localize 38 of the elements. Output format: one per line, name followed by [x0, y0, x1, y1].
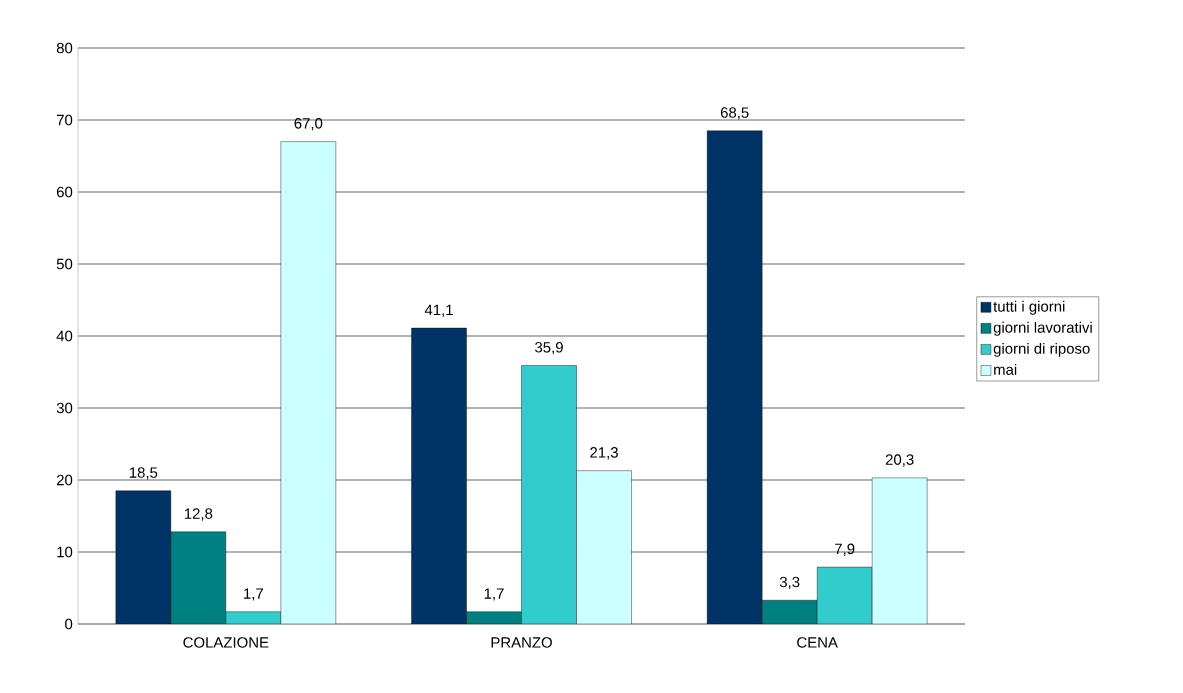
bar: [170, 531, 227, 624]
bar: [521, 365, 577, 624]
data-label: 20,3: [885, 454, 914, 467]
data-label: 3,3: [779, 576, 800, 590]
legend-label: giorni lavorativi: [993, 321, 1092, 336]
legend-label: giorni di riposo: [993, 342, 1090, 357]
bar: [761, 600, 818, 624]
data-label: 7,9: [835, 543, 855, 556]
y-tick-label: 70: [56, 114, 73, 126]
y-tick-label: 10: [57, 546, 73, 558]
bar: [115, 490, 172, 624]
data-label: 68,5: [720, 107, 749, 120]
data-label: 41,1: [424, 304, 453, 317]
y-tick-label: 0: [65, 618, 73, 630]
bar: [576, 470, 632, 624]
bar: [280, 141, 337, 624]
data-label: 1,7: [484, 588, 504, 601]
y-tick-label: 20: [56, 474, 73, 486]
bar: [816, 566, 873, 624]
bar: [871, 477, 928, 624]
data-label: 1,7: [244, 588, 263, 601]
legend-label: mai: [994, 363, 1017, 375]
y-tick-label: 50: [56, 258, 73, 270]
legend-label: tutti i giorni: [993, 300, 1065, 315]
y-tick-label: 80: [56, 42, 73, 54]
y-tick-label: 30: [56, 402, 73, 414]
x-tick-label: PRANZO: [491, 637, 552, 648]
y-tick-label: 40: [56, 330, 73, 342]
bar: [706, 130, 763, 624]
data-label: 35,9: [535, 341, 563, 355]
data-label: 18,5: [129, 467, 158, 480]
x-tick-label: COLAZIONE: [183, 637, 269, 648]
x-tick-label: CENA: [797, 637, 838, 648]
data-label: 21,3: [590, 447, 618, 460]
data-label: 67,0: [294, 118, 323, 131]
data-label: 12,8: [184, 508, 213, 521]
y-tick-label: 60: [56, 186, 73, 198]
bar: [411, 327, 467, 624]
